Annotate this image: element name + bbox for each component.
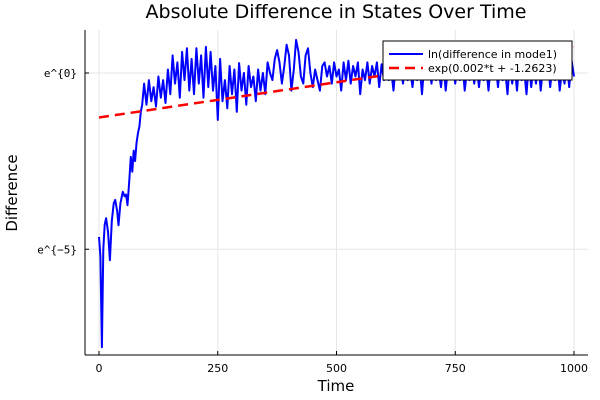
x-tick-label: 750 bbox=[445, 362, 466, 375]
legend: ln(difference in mode1) exp(0.002*t + -1… bbox=[382, 40, 573, 81]
legend-label-series-2: exp(0.002*t + -1.2623) bbox=[428, 62, 557, 75]
x-tick-label: 1000 bbox=[560, 362, 588, 375]
x-axis-label: Time bbox=[317, 377, 355, 395]
x-tick-label: 500 bbox=[326, 362, 347, 375]
x-tick-label: 0 bbox=[96, 362, 103, 375]
chart-title: Absolute Difference in States Over Time bbox=[146, 1, 527, 23]
legend-box bbox=[382, 40, 573, 81]
ticks: 0 250 500 750 1000 e^{0} e^{−5} bbox=[37, 67, 588, 375]
y-tick-label: e^{−5} bbox=[37, 243, 77, 256]
legend-label-series-1: ln(difference in mode1) bbox=[428, 48, 557, 61]
x-tick-label: 250 bbox=[207, 362, 228, 375]
y-axis-label: Difference bbox=[3, 154, 21, 231]
y-tick-label: e^{0} bbox=[44, 67, 77, 80]
